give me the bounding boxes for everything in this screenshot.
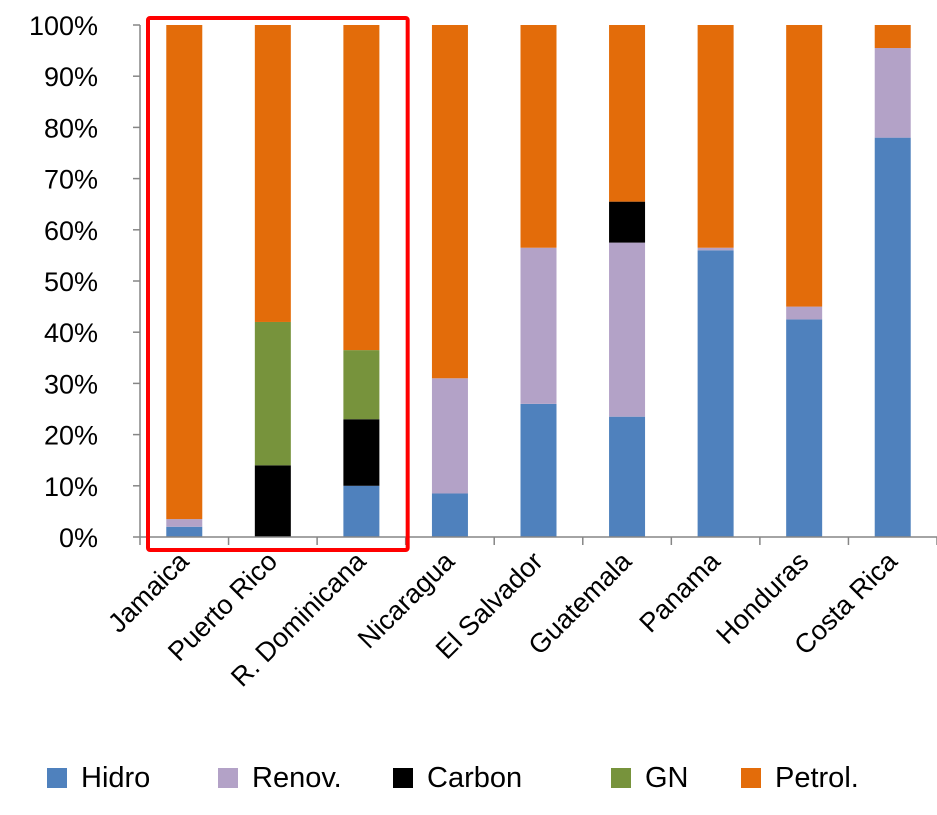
bar-petrol-jamaica bbox=[166, 25, 203, 520]
legend-label-hidro: Hidro bbox=[81, 762, 150, 794]
bar-renov-jamaica bbox=[166, 519, 203, 527]
y-tick-label: 60% bbox=[44, 216, 98, 246]
bar-hidro-guatemala bbox=[609, 416, 646, 537]
highlight-rectangle bbox=[146, 16, 410, 552]
legend-swatch-renov bbox=[218, 768, 238, 788]
bar-hidro-nicaragua bbox=[431, 493, 468, 537]
bar-renov-guatemala bbox=[609, 242, 646, 417]
y-tick-label: 50% bbox=[44, 267, 98, 297]
legend-label-gn: GN bbox=[645, 762, 689, 794]
bar-renov-nicaragua bbox=[431, 378, 468, 494]
bars bbox=[166, 25, 911, 537]
x-tick-label-panama: Panama bbox=[634, 545, 727, 638]
legend-label-carbon: Carbon bbox=[427, 762, 522, 794]
bar-hidro-panama bbox=[697, 250, 734, 537]
bar-hidro-r-dominicana bbox=[343, 485, 380, 537]
legend: Hidro Renov. Carbon GN Petrol. bbox=[47, 762, 859, 794]
axes bbox=[139, 25, 937, 545]
bar-hidro-costa-rica bbox=[874, 137, 911, 537]
bar-petrol-el-salvador bbox=[520, 25, 557, 248]
bar-renov-panama bbox=[697, 247, 734, 251]
legend-label-petrol: Petrol. bbox=[775, 762, 859, 794]
bar-gn-r-dominicana bbox=[343, 350, 380, 420]
legend-swatch-hidro bbox=[47, 768, 67, 788]
x-tick-label-jamaica: Jamaica bbox=[102, 545, 195, 638]
bar-petrol-costa-rica bbox=[874, 25, 911, 49]
y-tick-label: 40% bbox=[44, 318, 98, 348]
bar-hidro-el-salvador bbox=[520, 403, 557, 537]
bar-carbon-puerto-rico bbox=[254, 465, 291, 537]
y-tick-label: 80% bbox=[44, 113, 98, 143]
bar-renov-honduras bbox=[786, 306, 823, 320]
bar-petrol-panama bbox=[697, 25, 734, 248]
bar-hidro-honduras bbox=[786, 319, 823, 537]
y-tick-label: 0% bbox=[59, 523, 98, 553]
legend-label-renov: Renov. bbox=[252, 762, 342, 794]
y-tick-label: 70% bbox=[44, 165, 98, 195]
highlight-box bbox=[146, 16, 410, 552]
legend-swatch-gn bbox=[611, 768, 631, 788]
bar-renov-el-salvador bbox=[520, 247, 557, 404]
legend-swatch-carbon bbox=[393, 768, 413, 788]
bar-gn-puerto-rico bbox=[254, 321, 291, 466]
bar-renov-costa-rica bbox=[874, 48, 911, 138]
bar-petrol-puerto-rico bbox=[254, 25, 291, 322]
bar-carbon-guatemala bbox=[609, 201, 646, 243]
bar-petrol-guatemala bbox=[609, 25, 646, 202]
legend-swatch-petrol bbox=[741, 768, 761, 788]
y-tick-label: 10% bbox=[44, 472, 98, 502]
bar-petrol-nicaragua bbox=[431, 25, 468, 379]
bar-carbon-r-dominicana bbox=[343, 419, 380, 486]
bar-petrol-r-dominicana bbox=[343, 25, 380, 351]
y-axis-ticks: 0% 10% 20% 30% 40% 50% 60% 70% 80% 90% 100% bbox=[29, 11, 140, 553]
bar-hidro-jamaica bbox=[166, 526, 203, 537]
bar-petrol-honduras bbox=[786, 25, 823, 307]
y-tick-label: 100% bbox=[29, 11, 98, 41]
y-tick-label: 30% bbox=[44, 369, 98, 399]
y-tick-label: 90% bbox=[44, 62, 98, 92]
y-tick-label: 20% bbox=[44, 421, 98, 451]
